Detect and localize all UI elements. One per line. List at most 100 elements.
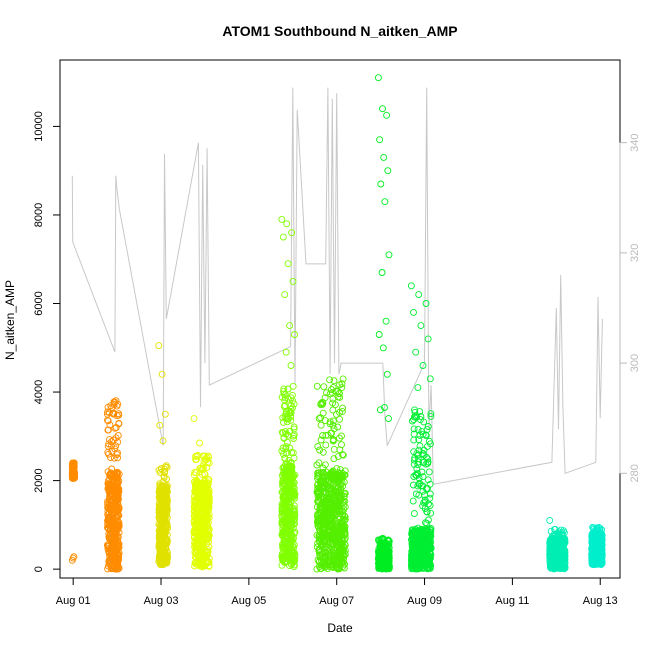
- data-point: [200, 488, 208, 496]
- data-point: [285, 509, 293, 517]
- data-point: [332, 552, 340, 560]
- data-point: [191, 505, 199, 512]
- data-point: [287, 548, 295, 556]
- data-point: [289, 477, 297, 485]
- data-point: [105, 557, 113, 565]
- data-point: [341, 513, 349, 521]
- data-point: [338, 407, 346, 415]
- data-point: [284, 260, 292, 268]
- data-point: [413, 533, 421, 541]
- point-cluster: [546, 516, 569, 573]
- data-point: [106, 492, 113, 500]
- data-point: [201, 549, 209, 557]
- data-point: [380, 153, 388, 161]
- data-point: [412, 348, 420, 356]
- data-point: [278, 504, 286, 512]
- data-point: [158, 544, 166, 552]
- data-point: [334, 483, 342, 491]
- data-point: [325, 558, 333, 566]
- data-point: [415, 291, 423, 299]
- data-point: [374, 74, 382, 82]
- data-point: [319, 432, 327, 439]
- data-point: [290, 423, 298, 431]
- data-point: [283, 220, 291, 228]
- data-point: [69, 474, 77, 481]
- data-point: [103, 410, 111, 418]
- data-point: [317, 421, 325, 429]
- data-point: [339, 375, 347, 383]
- data-point: [279, 527, 287, 535]
- data-point: [598, 557, 606, 565]
- data-point: [195, 492, 203, 500]
- data-point: [378, 269, 386, 276]
- data-point: [191, 499, 199, 507]
- data-point: [591, 544, 599, 552]
- data-point: [69, 471, 77, 479]
- data-point: [115, 555, 123, 563]
- data-point: [104, 442, 112, 450]
- data-point: [546, 516, 554, 524]
- data-point: [196, 562, 204, 570]
- data-point: [375, 564, 383, 572]
- data-point: [107, 481, 115, 489]
- data-point: [319, 488, 327, 496]
- data-point: [159, 437, 167, 445]
- data-point: [114, 489, 122, 497]
- data-point: [322, 441, 330, 449]
- data-point: [322, 553, 330, 561]
- x-axis: Aug 01 Aug 03 Aug 05 Aug 07 Aug 09 Aug 11 Aug …: [56, 577, 618, 607]
- y-tick-label: 4000: [33, 380, 45, 404]
- data-point: [337, 539, 345, 547]
- data-point: [278, 447, 286, 455]
- data-point: [280, 385, 288, 393]
- data-point: [114, 454, 122, 462]
- data-point: [329, 437, 337, 445]
- data-point: [288, 561, 296, 568]
- y-tick-label: 0: [33, 566, 45, 572]
- data-point: [412, 412, 420, 420]
- data-point: [416, 408, 424, 416]
- x-tick-label: Aug 03: [144, 595, 179, 607]
- data-point: [318, 477, 326, 485]
- data-point: [410, 413, 418, 421]
- data-point: [337, 496, 345, 504]
- data-point: [326, 418, 334, 426]
- data-point: [419, 430, 427, 438]
- data-point: [158, 561, 166, 569]
- data-point: [204, 521, 212, 529]
- data-point: [422, 300, 430, 307]
- data-point: [287, 416, 295, 424]
- data-point: [316, 446, 324, 454]
- data-point: [161, 469, 169, 476]
- data-point: [378, 554, 386, 562]
- data-point: [287, 486, 295, 494]
- data-point: [410, 425, 418, 433]
- data-point: [408, 417, 416, 425]
- y-right-tick-label: 280: [629, 464, 641, 482]
- data-point: [290, 400, 298, 408]
- data-point: [333, 411, 340, 418]
- data-point: [111, 515, 118, 523]
- data-point: [281, 555, 289, 563]
- data-point: [200, 562, 208, 570]
- data-point: [416, 442, 424, 450]
- data-point: [314, 492, 322, 500]
- data-point: [422, 519, 429, 527]
- data-point: [200, 523, 208, 531]
- data-point: [326, 376, 334, 384]
- data-point: [287, 409, 295, 417]
- data-point: [418, 549, 426, 557]
- data-point: [419, 362, 427, 369]
- data-point: [193, 478, 201, 486]
- data-point: [418, 468, 426, 476]
- data-point: [321, 484, 329, 492]
- data-point: [331, 401, 339, 409]
- data-point: [112, 504, 119, 512]
- data-point: [112, 424, 120, 431]
- data-point: [330, 445, 338, 453]
- point-cluster: [374, 74, 393, 573]
- data-point: [156, 486, 164, 493]
- data-point: [283, 418, 291, 426]
- data-point: [408, 529, 416, 537]
- data-point: [163, 503, 171, 511]
